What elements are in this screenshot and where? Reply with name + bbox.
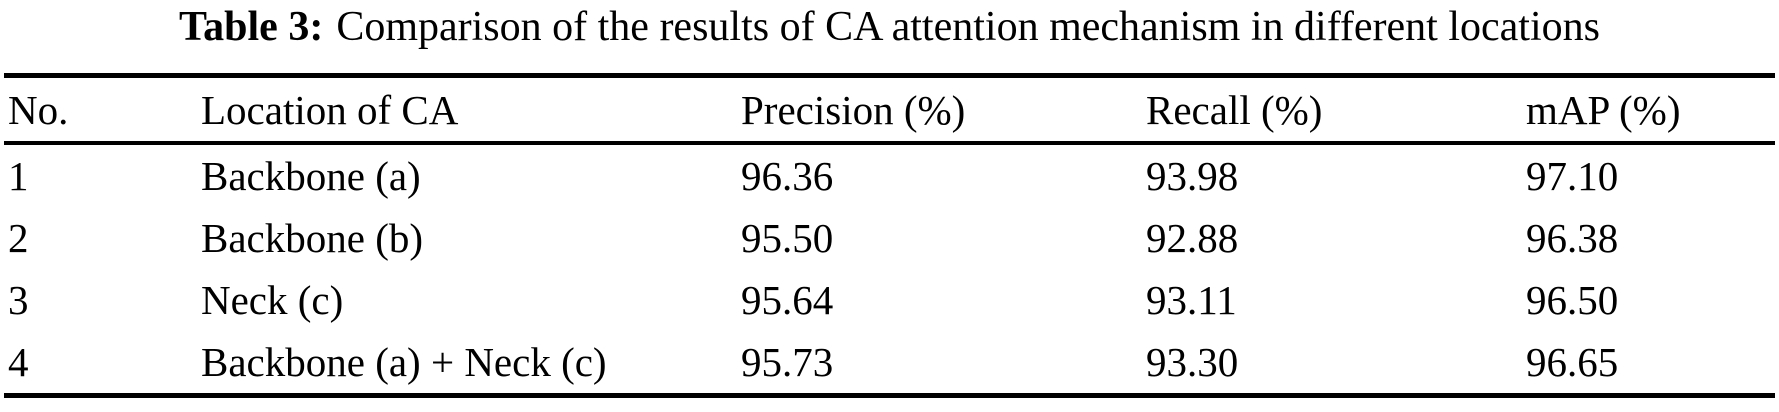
header-row: No. Location of CA Precision (%) Recall … (4, 75, 1775, 145)
cell-location: Backbone (b) (201, 215, 423, 261)
table-body: 1 Backbone (a) 96.36 93.98 97.10 2 Backb… (4, 143, 1775, 396)
cell-location: Neck (c) (201, 277, 344, 323)
table-caption-text: Comparison of the results of CA attentio… (336, 4, 1600, 50)
table-caption: Table 3: Comparison of the results of CA … (0, 0, 1779, 73)
cell-precision: 95.73 (741, 339, 834, 385)
cell-map: 97.10 (1526, 153, 1619, 199)
table-row: 1 Backbone (a) 96.36 93.98 97.10 (4, 143, 1775, 207)
cell-recall: 92.88 (1146, 215, 1239, 261)
cell-location: Backbone (a) + Neck (c) (201, 339, 607, 385)
column-header-precision: Precision (%) (741, 75, 1146, 145)
results-table: No. Location of CA Precision (%) Recall … (4, 73, 1775, 398)
cell-recall: 93.11 (1146, 277, 1237, 323)
column-header-recall: Recall (%) (1146, 75, 1526, 145)
cell-precision: 95.50 (741, 215, 834, 261)
cell-precision: 95.64 (741, 277, 834, 323)
cell-map: 96.38 (1526, 215, 1619, 261)
cell-map: 96.50 (1526, 277, 1619, 323)
table-row: 2 Backbone (b) 95.50 92.88 96.38 (4, 207, 1775, 269)
cell-location: Backbone (a) (201, 153, 421, 199)
cell-no: 4 (8, 339, 29, 385)
cell-precision: 96.36 (741, 153, 834, 199)
cell-recall: 93.98 (1146, 153, 1239, 199)
cell-no: 2 (8, 215, 29, 261)
table-row: 4 Backbone (a) + Neck (c) 95.73 93.30 96… (4, 331, 1775, 396)
cell-no: 3 (8, 277, 29, 323)
column-header-no: No. (4, 75, 201, 145)
cell-no: 1 (8, 153, 29, 199)
table-header: No. Location of CA Precision (%) Recall … (4, 75, 1775, 145)
cell-recall: 93.30 (1146, 339, 1239, 385)
cell-map: 96.65 (1526, 339, 1619, 385)
table-row: 3 Neck (c) 95.64 93.11 96.50 (4, 269, 1775, 331)
column-header-map: mAP (%) (1526, 75, 1775, 145)
column-header-location: Location of CA (201, 75, 741, 145)
table-caption-label: Table 3: (179, 4, 324, 50)
